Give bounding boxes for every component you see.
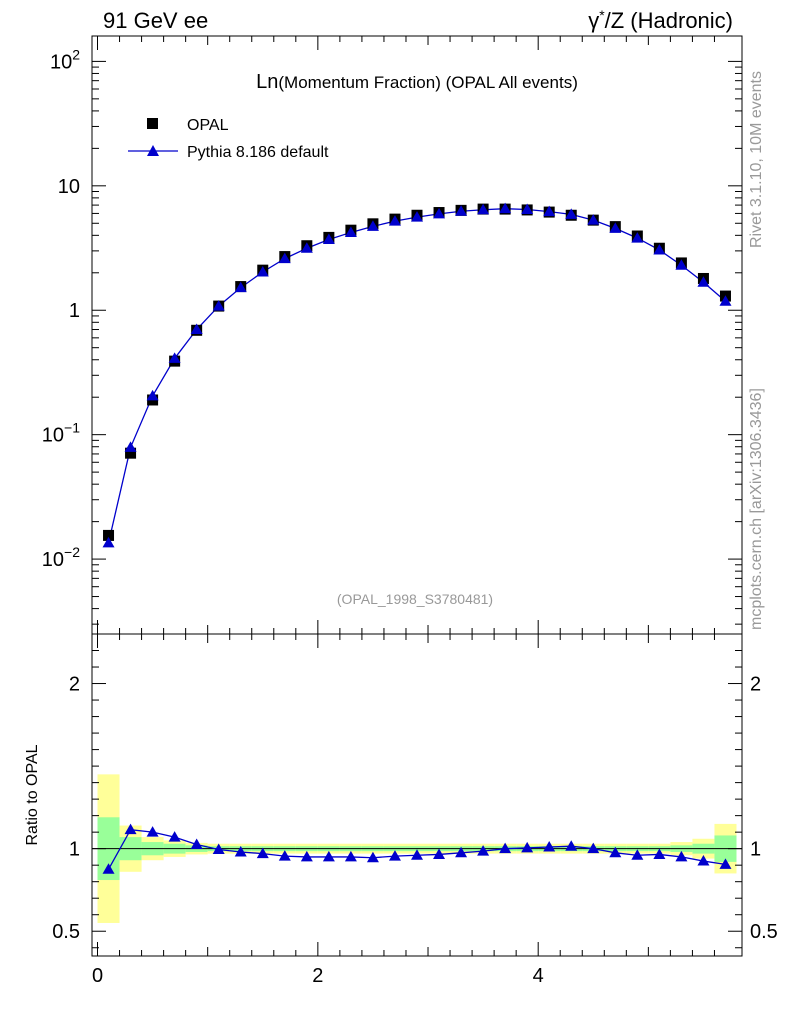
- ratio-point: [477, 845, 490, 856]
- ratio-point: [190, 838, 203, 850]
- pythia-point: [168, 352, 181, 363]
- ratio-point: [102, 863, 115, 874]
- pythia-point: [300, 242, 313, 253]
- pythia-point: [234, 281, 247, 293]
- legend: OPAL Pythia 8.186 default: [128, 117, 329, 161]
- pythia-point: [146, 389, 159, 401]
- y-tick-label: 10−2: [42, 544, 80, 571]
- ratio-point: [631, 849, 644, 860]
- ratio-point: [344, 850, 357, 862]
- ratio-point: [278, 850, 291, 861]
- ratio-series: [102, 823, 732, 874]
- opal-point: [125, 447, 137, 459]
- pythia-point: [212, 300, 225, 311]
- ratio-point: [212, 843, 225, 854]
- ratio-y-tick-label: 0.5: [52, 921, 80, 943]
- plot-title: Ln(Momentum Fraction) (OPAL All events): [256, 71, 578, 93]
- top-right-title: γ*/Z (Hadronic): [588, 7, 733, 33]
- pythia-point: [631, 232, 644, 243]
- ratio-y-tick-label-right: 0.5: [750, 921, 778, 943]
- pythia-point: [521, 203, 534, 215]
- legend-label-opal: OPAL: [187, 117, 229, 134]
- ratio-y-tick-label: 1: [69, 839, 80, 861]
- ratio-point: [675, 850, 688, 862]
- ratio-point: [499, 842, 512, 854]
- pythia-point: [719, 295, 732, 306]
- ratio-point: [124, 823, 137, 835]
- main-plot-series: [102, 202, 732, 548]
- analysis-tag: (OPAL_1998_S3780481): [337, 591, 493, 607]
- pythia-point: [190, 323, 203, 335]
- pythia-point: [102, 536, 115, 548]
- ratio-y-tick-label-right: 1: [750, 839, 761, 861]
- ratio-point: [543, 841, 556, 852]
- pythia-point: [499, 202, 512, 214]
- ratio-point: [609, 846, 622, 858]
- ratio-point: [256, 847, 269, 859]
- ratio-point: [411, 849, 423, 860]
- ratio-point: [697, 855, 710, 866]
- side-label-bottom: mcplots.cern.ch [arXiv:1306.3436]: [748, 388, 765, 630]
- ratio-point: [455, 846, 468, 858]
- side-label-top: Rivet 3.1.10, 10M events: [748, 71, 765, 248]
- pythia-point: [366, 220, 379, 231]
- ratio-y-axis-label: Ratio to OPAL: [24, 744, 41, 845]
- main-plot-panel: 102 10 1 10−1 10−2 Ln(Momentum Fraction) (OP…: [42, 35, 743, 635]
- ratio-point: [366, 851, 379, 863]
- y-tick-label: 10: [58, 176, 80, 198]
- ratio-point: [146, 826, 159, 837]
- ratio-plot-frame: [91, 633, 743, 957]
- x-tick-label: 2: [312, 965, 323, 987]
- ratio-plot-panel: 0.5 0.5 1 1 2 2 0 2 4 Ratio to OPAL: [24, 633, 778, 987]
- ratio-point: [565, 840, 578, 851]
- opal-point: [103, 529, 115, 541]
- pythia-point: [256, 265, 269, 277]
- pythia-point: [344, 226, 357, 237]
- ratio-point: [168, 831, 181, 842]
- ratio-point: [322, 850, 335, 862]
- top-left-title: 91 GeV ee: [103, 8, 208, 33]
- x-tick-label: 4: [533, 965, 544, 987]
- ratio-point: [300, 850, 313, 862]
- pythia-point: [278, 252, 291, 264]
- y-tick-label: 102: [50, 46, 80, 73]
- legend-marker-opal: [147, 118, 158, 129]
- ratio-point: [388, 850, 401, 861]
- pythia-point: [587, 214, 600, 225]
- legend-marker-pythia: [147, 145, 159, 156]
- x-tick-label: 0: [92, 965, 103, 987]
- pythia-point: [697, 276, 710, 287]
- ratio-plot-tick-labels: 0.5 0.5 1 1 2 2 0 2 4: [52, 674, 778, 987]
- pythia-point: [543, 205, 556, 217]
- pythia-point: [433, 207, 446, 219]
- main-plot-y-tick-labels: 102 10 1 10−1 10−2: [42, 46, 80, 571]
- pythia-point: [565, 208, 578, 219]
- pythia-point: [411, 211, 423, 222]
- legend-label-pythia: Pythia 8.186 default: [187, 144, 329, 161]
- ratio-y-tick-label: 2: [69, 674, 80, 696]
- ratio-point: [587, 842, 600, 854]
- pythia-point: [675, 259, 688, 270]
- y-tick-label: 10−1: [42, 420, 80, 447]
- y-tick-label: 1: [69, 300, 80, 322]
- ratio-point: [653, 848, 666, 859]
- pythia-point: [609, 222, 622, 233]
- pythia-line: [107, 208, 726, 544]
- ratio-point: [521, 841, 534, 853]
- pythia-point: [388, 215, 401, 226]
- pythia-point: [124, 441, 137, 452]
- ratio-y-tick-label-right: 2: [750, 674, 761, 696]
- ratio-point: [719, 858, 732, 869]
- ratio-plot-ticks: [92, 633, 742, 956]
- pythia-point: [653, 243, 666, 255]
- ratio-point: [433, 848, 446, 859]
- main-plot-ticks: [92, 36, 742, 634]
- ratio-point: [234, 845, 247, 857]
- pythia-point: [322, 233, 335, 245]
- pythia-point: [477, 203, 490, 215]
- pythia-point: [455, 205, 468, 216]
